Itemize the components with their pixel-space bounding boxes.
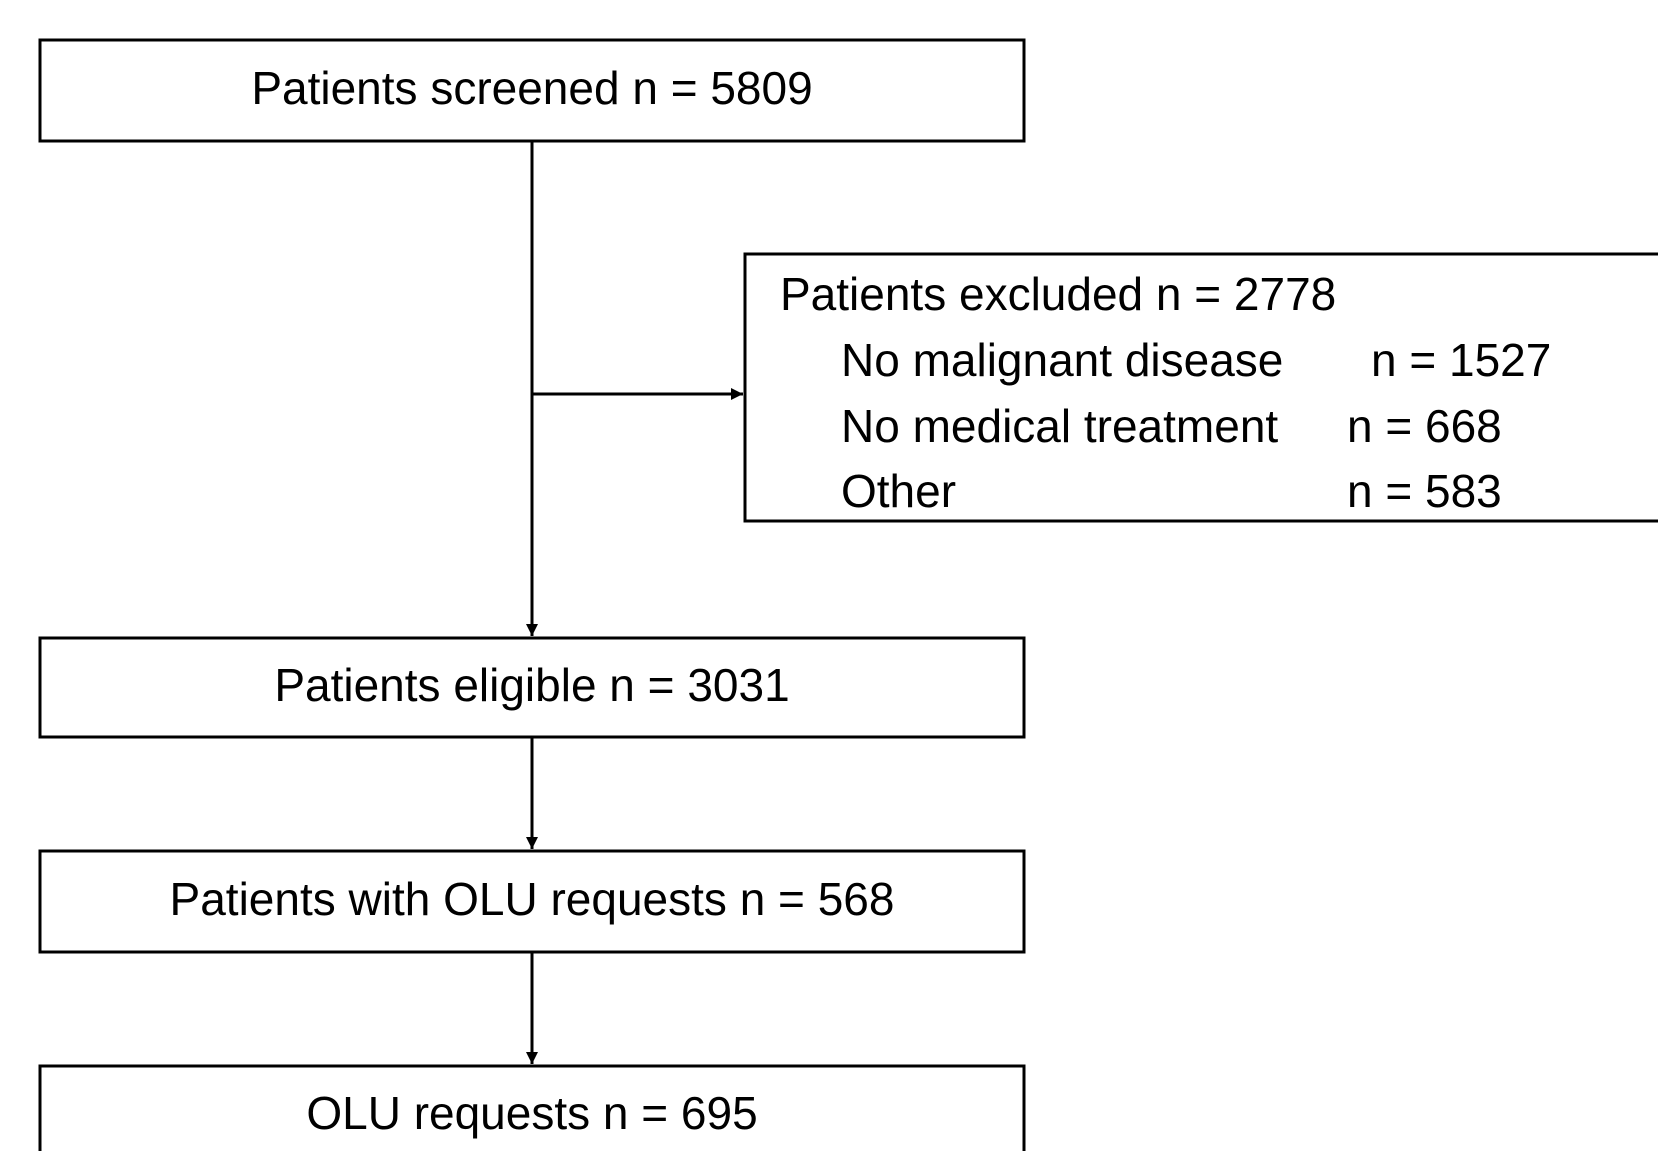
exclusion-count: n = 583 bbox=[1347, 465, 1502, 517]
exclusion-reason: Other bbox=[841, 465, 956, 517]
box-label: Patients screened n = 5809 bbox=[251, 62, 812, 114]
box bbox=[38, 38, 1026, 143]
box bbox=[38, 636, 1026, 739]
box-label: Patients eligible n = 3031 bbox=[274, 659, 789, 711]
exclusion-count: n = 668 bbox=[1347, 400, 1502, 452]
exclusion-box bbox=[743, 252, 1658, 523]
exclusion-count: n = 1527 bbox=[1371, 334, 1551, 386]
exclusion-reason: No malignant disease bbox=[841, 334, 1283, 386]
box-label: OLU requests n = 695 bbox=[306, 1087, 757, 1139]
box-label: Patients with OLU requests n = 568 bbox=[170, 873, 895, 925]
exclusion-reason: No medical treatment bbox=[841, 400, 1278, 452]
exclusion-title: Patients excluded n = 2778 bbox=[780, 268, 1336, 320]
box bbox=[38, 1064, 1026, 1151]
box bbox=[38, 849, 1026, 954]
